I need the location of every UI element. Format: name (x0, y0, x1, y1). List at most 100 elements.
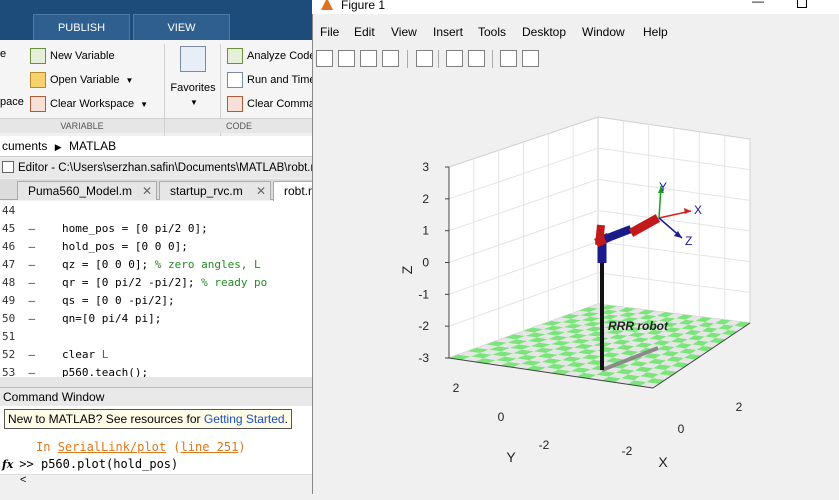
code-line[interactable]: 45 – home_pos = [0 pi/2 0]; (0, 220, 313, 238)
z-tick-label: -1 (418, 287, 429, 301)
clear-commands-button[interactable]: Clear Commands (227, 96, 333, 112)
floor-tile (698, 336, 716, 342)
code-editor[interactable]: 44 45 – home_pos = [0 pi/2 0]; 46 – hold_pos… (0, 201, 313, 377)
floor-tile (667, 332, 685, 338)
command-window-scrollbar[interactable]: < (0, 474, 313, 488)
command-input[interactable]: p560.plot(hold_pos) (40, 457, 179, 471)
code-line[interactable]: 49 – qs = [0 0 -pi/2]; (0, 292, 313, 310)
floor-tile (542, 320, 562, 326)
open-variable-button[interactable]: Open Variable ▼ (30, 72, 133, 88)
floor-tile (622, 322, 641, 327)
tab-publish[interactable]: PUBLISH (33, 14, 130, 40)
tab-puma560-model[interactable]: Puma560_Model.m ✕ (17, 181, 157, 200)
floor-tile (653, 340, 671, 346)
robot-annotation: RRR robot (608, 319, 669, 333)
code-line[interactable]: 50 – qn=[0 pi/4 pi]; (0, 310, 313, 328)
code-line[interactable]: 46 – hold_pos = [0 0 0]; (0, 238, 313, 256)
property-editor-icon[interactable] (522, 50, 539, 67)
error-line-link[interactable]: line 251 (180, 440, 239, 454)
tab-robt[interactable]: robt.m (273, 181, 315, 201)
floor-tile (610, 315, 629, 321)
menu-insert[interactable]: Insert (433, 25, 464, 39)
frame-z-arrow (674, 231, 682, 238)
close-tab-icon[interactable]: ✕ (255, 184, 266, 198)
floor-tile (688, 335, 706, 341)
error-function-link[interactable]: SerialLink/plot (57, 440, 167, 454)
floor-tile (576, 330, 596, 336)
floor-tile (676, 314, 693, 320)
editor-horizontal-scrollbar[interactable] (0, 377, 313, 387)
save-icon[interactable] (360, 50, 377, 67)
pointer-icon[interactable] (500, 50, 517, 67)
floor-tile (660, 336, 678, 342)
print-icon[interactable] (382, 50, 399, 67)
maximize-icon[interactable] (797, 0, 807, 8)
floor-tile (578, 363, 599, 370)
new-figure-icon[interactable] (316, 50, 333, 67)
toolbar-separator (407, 50, 408, 68)
tab-startup-rvc[interactable]: startup_rvc.m ✕ (159, 181, 271, 200)
command-prompt[interactable]: fx >> p560.plot(hold_pos) (2, 457, 179, 471)
floor-tile (619, 312, 638, 318)
code-line[interactable]: 52 – clear L (0, 346, 313, 364)
floor-tile (649, 334, 668, 341)
floor-tile (574, 358, 594, 364)
favorites-button[interactable]: Favorites ▼ (170, 46, 216, 146)
menu-help[interactable]: Help (643, 25, 668, 39)
code-line[interactable]: 48 – qr = [0 pi/2 -pi/2]; % ready po (0, 274, 313, 292)
robot-3d-plot[interactable]: X Y Z RRR robot 3 2 1 0 -1 -2 -3 2 0 -2 -2 0 2 Z Y X (313, 73, 839, 494)
minimize-icon[interactable]: — (752, 0, 764, 8)
x-axis-label: X (658, 454, 668, 470)
floor-tile (530, 342, 551, 348)
run-and-time-button[interactable]: Run and Time (227, 72, 315, 88)
figure-title-bar: Figure 1 — (312, 0, 839, 14)
analyze-code-button[interactable]: Analyze Code (227, 48, 316, 64)
editor-tabs: Puma560_Model.m ✕ startup_rvc.m ✕ robt.m (0, 179, 315, 201)
legend-icon[interactable] (468, 50, 485, 67)
floor-tile (721, 329, 738, 336)
code-line[interactable]: 51 (0, 328, 313, 346)
open-variable-icon (30, 72, 46, 88)
ribbon-tab-bar: PUBLISH VIEW (0, 0, 313, 40)
tab-view[interactable]: VIEW (133, 14, 230, 40)
floor-tile (670, 337, 689, 343)
menu-tools[interactable]: Tools (478, 25, 507, 39)
floor-tile (634, 376, 653, 383)
scroll-left-icon[interactable]: < (20, 474, 27, 486)
clear-workspace-button[interactable]: Clear Workspace ▼ (30, 96, 148, 112)
code-line[interactable]: 47 – qz = [0 0 0]; % zero angles, L (0, 256, 313, 274)
current-folder-bar[interactable]: cuments ▶ MATLAB (0, 136, 313, 157)
floor-tile (643, 353, 662, 359)
close-tab-icon[interactable]: ✕ (141, 184, 152, 198)
floor-tile (678, 319, 696, 325)
favorites-icon (180, 46, 206, 72)
fx-icon[interactable]: fx (2, 458, 14, 471)
breadcrumb-documents[interactable]: cuments (2, 139, 48, 153)
floor-tile (711, 328, 728, 334)
y-tick-label: 2 (453, 381, 460, 395)
floor-tile (532, 324, 553, 330)
getting-started-link[interactable]: Getting Started (203, 412, 285, 426)
floor-tile (480, 349, 502, 355)
breadcrumb-separator-icon: ▶ (54, 142, 62, 152)
new-variable-button[interactable]: New Variable (30, 48, 115, 64)
floor-tile (614, 325, 633, 331)
floor-tile (681, 339, 699, 345)
menu-file[interactable]: File (320, 25, 340, 39)
ribbon-divider (164, 44, 165, 156)
menu-view[interactable]: View (391, 25, 417, 39)
figure-menu-bar: File Edit View Insert Tools Desktop Window Help (312, 22, 839, 42)
breadcrumb-matlab[interactable]: MATLAB (68, 139, 117, 153)
link-plot-icon[interactable] (416, 50, 433, 67)
menu-edit[interactable]: Edit (354, 25, 375, 39)
menu-window[interactable]: Window (582, 25, 625, 39)
menu-desktop[interactable]: Desktop (522, 25, 567, 39)
floor-tile (517, 354, 538, 361)
floor-tile (637, 309, 655, 315)
floor-tile (510, 344, 531, 350)
colorbar-icon[interactable] (446, 50, 463, 67)
open-file-icon[interactable] (338, 50, 355, 67)
code-line[interactable]: 44 (0, 202, 313, 220)
code-line[interactable]: 53 – p560.teach(); (0, 364, 313, 377)
frame-y-arrow (658, 186, 664, 193)
